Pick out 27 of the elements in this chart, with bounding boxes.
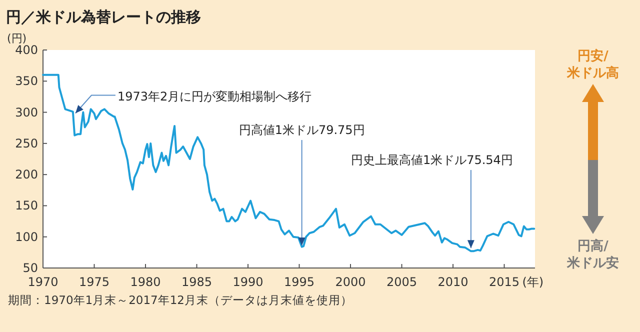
x-tick-label: 1970 [28, 275, 58, 289]
x-tick-label: 1990 [232, 275, 264, 289]
annotation: 1973年2月に円が変動相場制へ移行 [117, 89, 312, 104]
x-tick-label: 2015 [488, 275, 520, 289]
x-tick-label: 2005 [386, 275, 418, 289]
y-tick-label: 50 [22, 261, 38, 275]
y-tick-label: 400 [15, 43, 38, 57]
y-tick-label: 250 [15, 136, 38, 150]
y-tick-label: 300 [15, 105, 38, 120]
x-tick-label: 1975 [78, 275, 110, 289]
x-tick-label: 2000 [335, 275, 366, 289]
y-tick-label: 350 [15, 74, 38, 88]
annotation: 円高値1米ドル79.75円 [238, 123, 365, 137]
y-tick-label: 100 [15, 230, 38, 244]
annotation: 円史上最高値1米ドル75.54円 [350, 153, 513, 167]
x-tick-label: 1980 [130, 275, 161, 289]
y-axis-title: (円) [7, 32, 27, 45]
x-tick-label: 1985 [181, 275, 212, 289]
x-tick-label: 2010 [438, 275, 468, 289]
y-tick-label: 150 [15, 198, 38, 213]
text: 円安/米ドル高 [566, 48, 619, 81]
text: 円高/米ドル安 [566, 238, 619, 271]
x-tick-label: 1995 [284, 275, 315, 289]
text: 期間：1970年1月末～2017年12月末（データは月末値を使用） [8, 293, 352, 307]
y-tick-label: 200 [15, 168, 38, 182]
chart-title: 円／米ドル為替レートの推移 [6, 8, 201, 26]
x-axis-title: (年) [522, 275, 544, 289]
